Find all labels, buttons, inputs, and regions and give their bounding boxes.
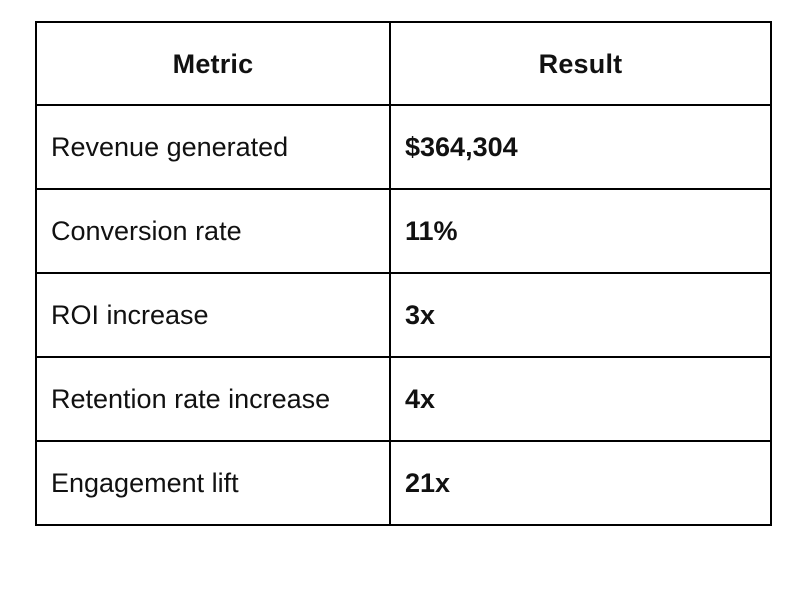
result-cell: 11% — [389, 188, 772, 274]
metric-cell: ROI increase — [35, 272, 391, 358]
table-row: Conversion rate 11% — [35, 188, 772, 274]
table-header: Metric Result — [35, 21, 772, 106]
table-body: Revenue generated $364,304 Conversion ra… — [35, 104, 772, 526]
metric-cell: Revenue generated — [35, 104, 391, 190]
table-row: Revenue generated $364,304 — [35, 104, 772, 190]
result-cell: 21x — [389, 440, 772, 526]
result-cell: 4x — [389, 356, 772, 442]
table-row: Engagement lift 21x — [35, 440, 772, 526]
metric-cell: Engagement lift — [35, 440, 391, 526]
header-cell-metric: Metric — [35, 21, 391, 106]
table-row: ROI increase 3x — [35, 272, 772, 358]
table-row: Retention rate increase 4x — [35, 356, 772, 442]
metric-cell: Retention rate increase — [35, 356, 391, 442]
header-cell-result: Result — [389, 21, 772, 106]
metrics-table: Metric Result Revenue generated $364,304… — [35, 21, 772, 526]
header-row: Metric Result — [35, 21, 772, 106]
result-cell: 3x — [389, 272, 772, 358]
result-cell: $364,304 — [389, 104, 772, 190]
metric-cell: Conversion rate — [35, 188, 391, 274]
